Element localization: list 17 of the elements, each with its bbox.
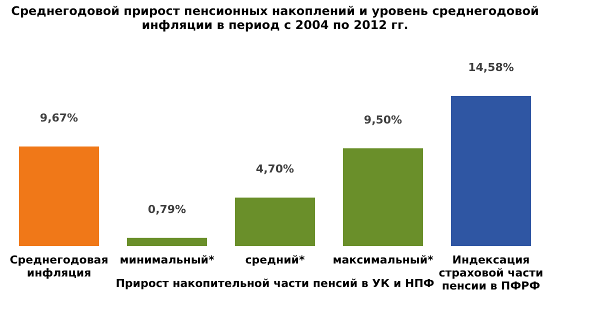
bar [127, 238, 207, 246]
chart-title: Среднегодовой прирост пенсионных накоплений и уровень среднегодовой инфляции в период с 2004 по 2012 гг. [11, 4, 539, 32]
bar [235, 198, 315, 246]
data-label: 0,79% [148, 202, 186, 216]
x-tick-label: минимальный* [120, 254, 214, 266]
data-label: 4,70% [256, 162, 294, 176]
text: Прирост накопительной части пенсий в УК и НПФ [116, 277, 434, 290]
bar [343, 148, 423, 246]
data-label: 9,67% [40, 112, 78, 125]
x-tick-label: максимальный* [332, 254, 434, 266]
x-tick-label: средний* [245, 254, 305, 266]
x-tick-label: Среднегодовая инфляция [10, 254, 108, 280]
bar [19, 146, 99, 246]
data-label: 14,58% [468, 61, 514, 74]
data-label: 9,50% [364, 113, 402, 126]
bar [451, 96, 531, 246]
x-tick-label: Индексация страховой части пенсии в ПФРФ [438, 254, 544, 292]
